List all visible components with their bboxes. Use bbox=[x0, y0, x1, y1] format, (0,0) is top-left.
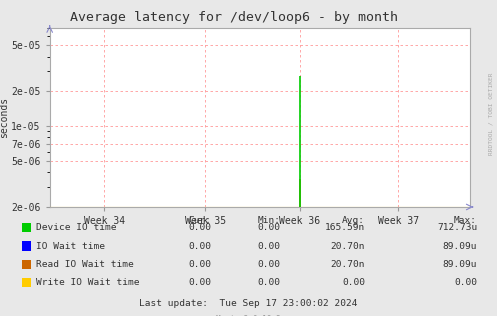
Y-axis label: seconds: seconds bbox=[0, 97, 8, 138]
Text: IO Wait time: IO Wait time bbox=[36, 241, 105, 251]
Text: 0.00: 0.00 bbox=[258, 241, 281, 251]
Text: 0.00: 0.00 bbox=[188, 260, 211, 269]
Text: 89.09u: 89.09u bbox=[443, 241, 477, 251]
Text: 89.09u: 89.09u bbox=[443, 260, 477, 269]
Text: 20.70n: 20.70n bbox=[331, 260, 365, 269]
Text: 0.00: 0.00 bbox=[258, 223, 281, 232]
Text: 0.00: 0.00 bbox=[454, 278, 477, 287]
Text: 20.70n: 20.70n bbox=[331, 241, 365, 251]
Text: 165.59n: 165.59n bbox=[325, 223, 365, 232]
Text: Max:: Max: bbox=[454, 216, 477, 225]
Text: 0.00: 0.00 bbox=[258, 278, 281, 287]
Text: 0.00: 0.00 bbox=[342, 278, 365, 287]
Text: RRDTOOL / TOBI OETIKER: RRDTOOL / TOBI OETIKER bbox=[489, 72, 494, 155]
Text: Average latency for /dev/loop6 - by month: Average latency for /dev/loop6 - by mont… bbox=[70, 11, 398, 24]
Text: Munin 2.0.19-3: Munin 2.0.19-3 bbox=[216, 315, 281, 316]
Text: 0.00: 0.00 bbox=[188, 223, 211, 232]
Text: Avg:: Avg: bbox=[342, 216, 365, 225]
Text: 0.00: 0.00 bbox=[188, 278, 211, 287]
Text: 712.73u: 712.73u bbox=[437, 223, 477, 232]
Text: Read IO Wait time: Read IO Wait time bbox=[36, 260, 134, 269]
Text: 0.00: 0.00 bbox=[258, 260, 281, 269]
Text: Write IO Wait time: Write IO Wait time bbox=[36, 278, 140, 287]
Text: Min:: Min: bbox=[258, 216, 281, 225]
Text: 0.00: 0.00 bbox=[188, 241, 211, 251]
Text: Cur:: Cur: bbox=[188, 216, 211, 225]
Text: Device IO time: Device IO time bbox=[36, 223, 117, 232]
Text: Last update:  Tue Sep 17 23:00:02 2024: Last update: Tue Sep 17 23:00:02 2024 bbox=[139, 299, 358, 308]
